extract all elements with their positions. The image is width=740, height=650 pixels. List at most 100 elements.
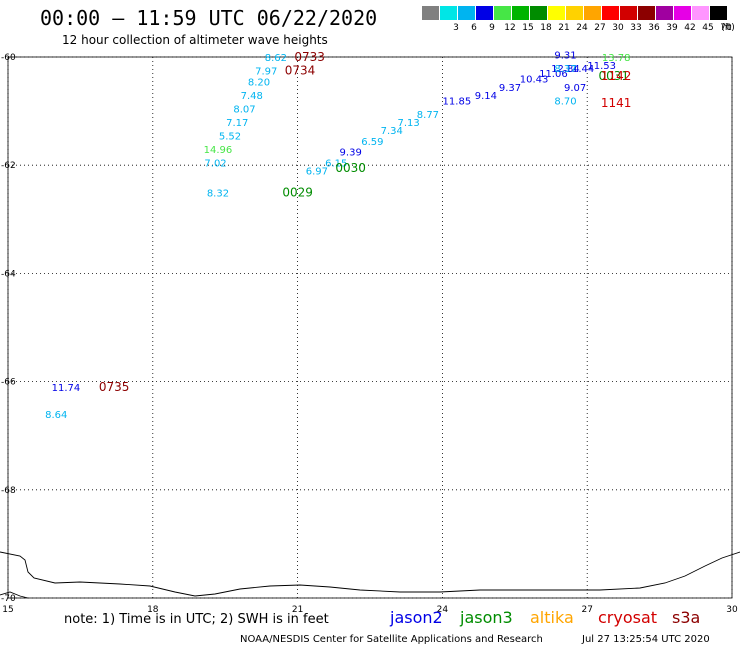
y-tick-label: -66 xyxy=(1,378,16,388)
colorbar-label: 45 xyxy=(702,23,714,33)
y-tick-label: -70 xyxy=(1,594,16,604)
colorbar-label: 18 xyxy=(540,23,552,33)
coastline xyxy=(0,551,740,597)
colorbar-label: 36 xyxy=(648,23,660,33)
y-tick-label: -64 xyxy=(1,269,16,279)
colorbar-label: 24 xyxy=(576,23,588,33)
colorbar-label: 12 xyxy=(504,23,516,33)
observation-time-label: 0030 xyxy=(335,161,366,175)
colorbar-label: 30 xyxy=(612,23,624,33)
observation-time-label: 1142 xyxy=(601,69,632,83)
x-tick-label: 30 xyxy=(726,605,738,615)
colorbar-swatch xyxy=(602,6,619,20)
colorbar-label: 39 xyxy=(666,23,678,33)
colorbar-swatch xyxy=(638,6,655,20)
wave-height-label: 8.20 xyxy=(248,77,270,88)
wave-height-label: 11.53 xyxy=(587,61,616,72)
page-title: 00:00 – 11:59 UTC 06/22/2020 xyxy=(40,6,378,30)
colorbar-swatch xyxy=(584,6,601,20)
wave-height-label: 8.70 xyxy=(554,96,576,107)
colorbar-swatch xyxy=(530,6,547,20)
wave-height-label: 6.15 xyxy=(325,158,347,169)
colorbar-unit: (ft) xyxy=(721,23,735,33)
map-frame xyxy=(7,56,733,599)
colorbar-swatch xyxy=(692,6,709,20)
colorbar-label: 6 xyxy=(471,23,477,33)
wave-height-label: 8.32 xyxy=(207,188,229,199)
colorbar-swatch xyxy=(476,6,493,20)
colorbar-label: 42 xyxy=(684,23,696,33)
footer-note: note: 1) Time is in UTC; 2) SWH is in fe… xyxy=(64,612,329,627)
wave-height-label: 12.84 xyxy=(551,64,580,75)
x-tick-label: 18 xyxy=(147,605,159,615)
wave-height-label: 14.96 xyxy=(204,145,233,156)
legend-item-altika: altika xyxy=(530,608,574,627)
wave-height-label: 11.44 xyxy=(566,64,595,75)
colorbar-swatch xyxy=(458,6,475,20)
wave-height-label: 7.97 xyxy=(255,67,277,78)
y-tick-label: -68 xyxy=(1,486,16,496)
colorbar-swatch xyxy=(440,6,457,20)
x-tick-label: 27 xyxy=(581,605,592,615)
observation-time-label: 1141 xyxy=(601,96,632,110)
y-tick-label: -62 xyxy=(1,161,16,171)
wave-height-label: 7.17 xyxy=(226,118,248,129)
legend-item-jason3: jason3 xyxy=(460,608,513,627)
colorbar-label: 9 xyxy=(489,23,495,33)
wave-height-label: 8.64 xyxy=(45,410,67,421)
colorbar-swatch xyxy=(674,6,691,20)
wave-height-label: 8.62 xyxy=(265,53,287,64)
colorbar-swatch xyxy=(656,6,673,20)
colorbar-label: 21 xyxy=(558,23,570,33)
wave-height-label: 6.97 xyxy=(306,167,328,178)
wave-height-label: 11.74 xyxy=(52,383,81,394)
wave-height-label: 7.13 xyxy=(397,118,419,129)
wave-height-label: 7.02 xyxy=(204,158,226,169)
wave-height-label: 7.34 xyxy=(381,126,403,137)
wave-height-label: 11.06 xyxy=(539,69,568,80)
x-tick-label: 21 xyxy=(292,605,303,615)
colorbar-swatch xyxy=(494,6,511,20)
x-tick-label: 24 xyxy=(437,605,449,615)
credit-text: NOAA/NESDIS Center for Satellite Applica… xyxy=(240,634,543,645)
observation-time-label: 0031 xyxy=(598,69,629,83)
wave-height-label: 8.37 xyxy=(554,64,576,75)
legend-item-s3a: s3a xyxy=(672,608,701,627)
coastline-segment xyxy=(0,591,29,599)
colorbar-label: 15 xyxy=(522,23,534,33)
page-subtitle: 12 hour collection of altimeter wave hei… xyxy=(62,33,328,47)
wave-height-label: 5.52 xyxy=(219,131,241,142)
colorbar-swatch xyxy=(620,6,637,20)
colorbar-label: 27 xyxy=(594,23,606,33)
colorbar-swatch xyxy=(548,6,565,20)
observation-time-label: 0733 xyxy=(294,50,325,64)
colorbar-label: 33 xyxy=(630,23,642,33)
legend-item-cryosat: cryosat xyxy=(598,608,658,627)
wave-height-label: 6.59 xyxy=(361,137,383,148)
wave-height-label: 9.37 xyxy=(499,83,521,94)
colorbar-label: 70 xyxy=(720,23,732,33)
legend-item-jason2: jason2 xyxy=(390,608,443,627)
observation-time-label: 0029 xyxy=(282,185,313,199)
y-tick-label: -60 xyxy=(1,53,16,63)
wave-height-label: 9.31 xyxy=(554,50,576,61)
colorbar-swatch xyxy=(566,6,583,20)
colorbar-swatch xyxy=(512,6,529,20)
observation-time-label: 0735 xyxy=(99,380,130,394)
colorbar-swatch xyxy=(422,6,439,20)
x-tick-label: 15 xyxy=(2,605,13,615)
observation-time-label: 0734 xyxy=(285,64,316,78)
wave-height-label: 11.85 xyxy=(443,96,472,107)
colorbar-label: 3 xyxy=(453,23,459,33)
wave-height-label: 9.39 xyxy=(340,148,362,159)
wave-height-label: 8.07 xyxy=(233,104,255,115)
wave-height-label: 7.48 xyxy=(241,91,263,102)
wave-height-label: 8.77 xyxy=(417,110,439,121)
generated-timestamp: Jul 27 13:25:54 UTC 2020 xyxy=(582,634,710,645)
wave-height-label: 9.14 xyxy=(475,91,497,102)
colorbar-swatch xyxy=(710,6,727,20)
wave-height-label: 9.07 xyxy=(564,83,586,94)
wave-height-label: 13.78 xyxy=(602,53,631,64)
wave-height-label: 10.43 xyxy=(520,75,549,86)
